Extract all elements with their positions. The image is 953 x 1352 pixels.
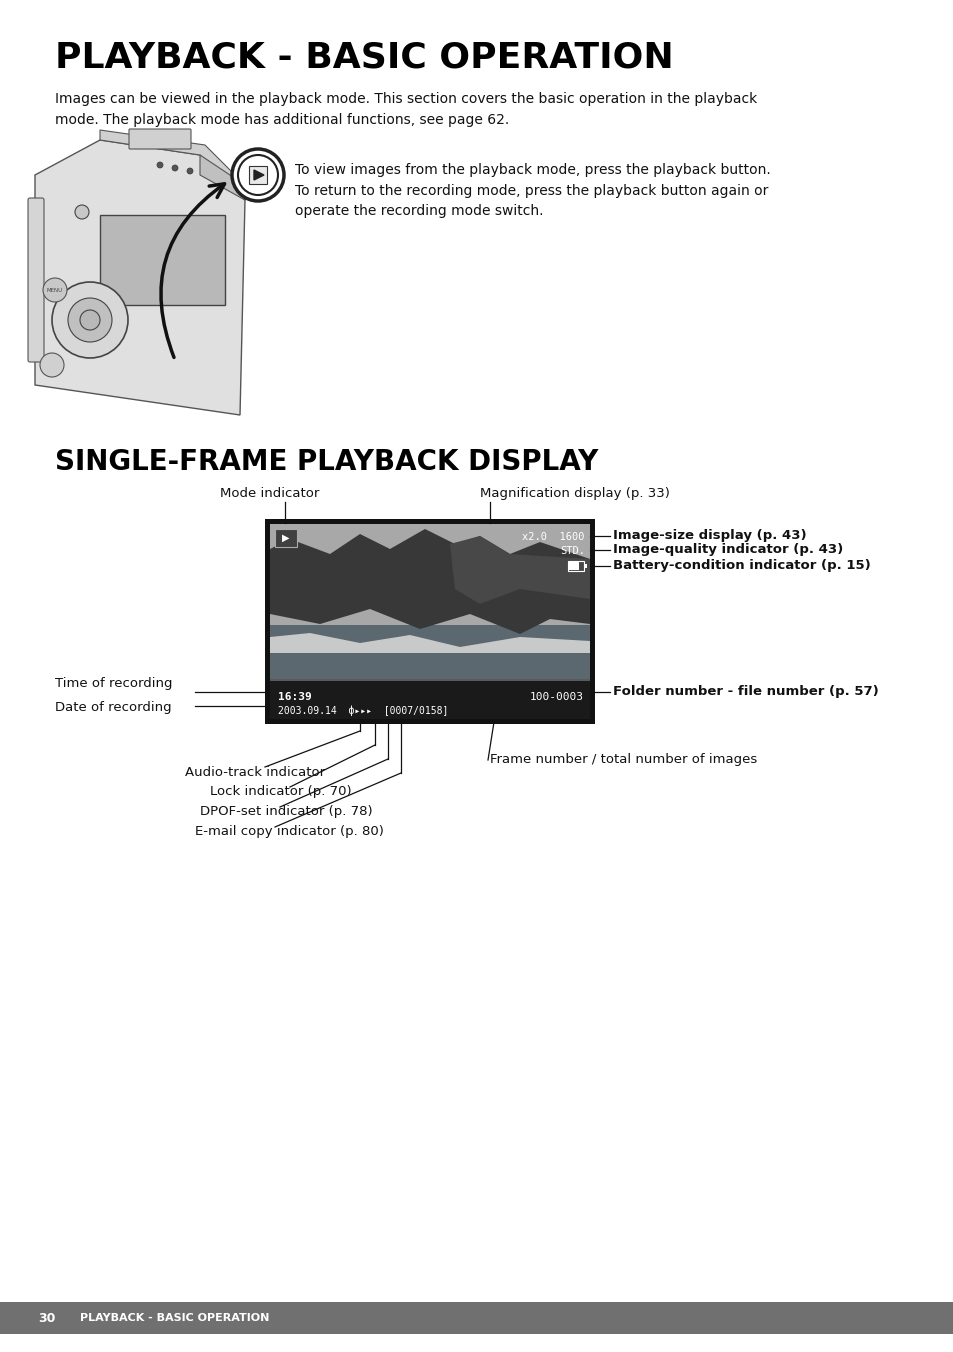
Text: Date of recording: Date of recording: [55, 702, 172, 714]
Circle shape: [75, 206, 89, 219]
Polygon shape: [450, 535, 589, 604]
FancyBboxPatch shape: [28, 197, 44, 362]
Circle shape: [157, 162, 163, 168]
FancyBboxPatch shape: [274, 529, 296, 548]
Polygon shape: [253, 170, 264, 180]
Polygon shape: [35, 141, 245, 415]
Text: Mode indicator: Mode indicator: [220, 487, 319, 500]
Polygon shape: [270, 529, 589, 634]
FancyBboxPatch shape: [270, 525, 589, 625]
Text: Images can be viewed in the playback mode. This section covers the basic operati: Images can be viewed in the playback mod…: [55, 92, 757, 127]
Text: DPOF-set indicator (p. 78): DPOF-set indicator (p. 78): [200, 806, 373, 818]
FancyBboxPatch shape: [249, 166, 267, 184]
Text: 100-0003: 100-0003: [530, 692, 583, 702]
FancyBboxPatch shape: [100, 215, 225, 306]
Text: STD.: STD.: [559, 546, 584, 556]
Circle shape: [43, 279, 67, 301]
Polygon shape: [200, 155, 245, 200]
Circle shape: [68, 297, 112, 342]
Circle shape: [237, 155, 277, 195]
Circle shape: [52, 283, 128, 358]
Circle shape: [40, 353, 64, 377]
FancyBboxPatch shape: [583, 564, 586, 568]
Polygon shape: [270, 633, 589, 653]
FancyBboxPatch shape: [270, 625, 589, 679]
Text: 2003.09.14  ф▸▸▸  [0007/0158]: 2003.09.14 ф▸▸▸ [0007/0158]: [277, 704, 448, 715]
FancyBboxPatch shape: [270, 681, 589, 719]
Circle shape: [172, 165, 178, 170]
Text: Folder number - file number (p. 57): Folder number - file number (p. 57): [613, 685, 878, 699]
Text: Magnification display (p. 33): Magnification display (p. 33): [479, 487, 669, 500]
Text: Lock indicator (p. 70): Lock indicator (p. 70): [210, 786, 352, 799]
Text: Frame number / total number of images: Frame number / total number of images: [490, 753, 757, 767]
FancyBboxPatch shape: [265, 519, 595, 725]
Text: SINGLE-FRAME PLAYBACK DISPLAY: SINGLE-FRAME PLAYBACK DISPLAY: [55, 448, 598, 476]
FancyBboxPatch shape: [129, 128, 191, 149]
Text: MENU: MENU: [47, 288, 63, 292]
Text: PLAYBACK - BASIC OPERATION: PLAYBACK - BASIC OPERATION: [80, 1313, 269, 1324]
Text: E-mail copy indicator (p. 80): E-mail copy indicator (p. 80): [194, 826, 383, 838]
FancyBboxPatch shape: [270, 525, 589, 719]
Text: PLAYBACK - BASIC OPERATION: PLAYBACK - BASIC OPERATION: [55, 41, 673, 74]
Text: Image-quality indicator (p. 43): Image-quality indicator (p. 43): [613, 544, 842, 557]
FancyBboxPatch shape: [0, 1302, 953, 1334]
Text: Audio-track indicator: Audio-track indicator: [185, 765, 325, 779]
Text: ▶: ▶: [282, 533, 290, 544]
Text: Battery-condition indicator (p. 15): Battery-condition indicator (p. 15): [613, 560, 870, 572]
Text: 16:39: 16:39: [277, 692, 312, 702]
Polygon shape: [100, 130, 245, 200]
Text: Time of recording: Time of recording: [55, 677, 172, 691]
Text: x2.0  1600: x2.0 1600: [522, 531, 584, 542]
Circle shape: [232, 149, 284, 201]
Circle shape: [80, 310, 100, 330]
FancyBboxPatch shape: [568, 562, 578, 571]
Circle shape: [187, 168, 193, 174]
Text: 30: 30: [38, 1311, 55, 1325]
Text: To view images from the playback mode, press the playback button.
To return to t: To view images from the playback mode, p…: [294, 164, 770, 218]
Text: Image-size display (p. 43): Image-size display (p. 43): [613, 530, 806, 542]
